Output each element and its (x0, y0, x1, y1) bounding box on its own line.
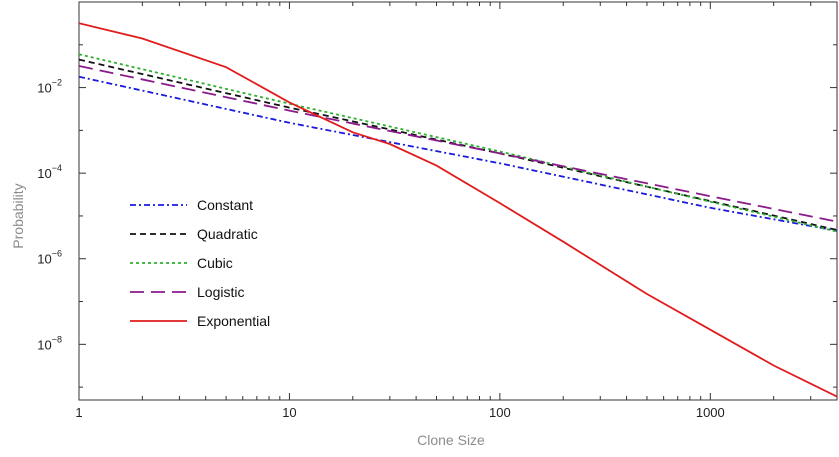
x-tick-label: 10 (282, 405, 296, 420)
y-tick-base: 10 (37, 166, 51, 181)
x-axis: 1 10 100 1000 (75, 2, 838, 420)
y-tick-label: 10−6 (37, 249, 62, 267)
y-tick-exponent: −4 (52, 163, 62, 173)
y-tick-label: 10−2 (37, 78, 62, 96)
series-line-logistic (79, 65, 837, 223)
y-axis-title: Probability (10, 183, 26, 248)
legend-label: Exponential (197, 313, 270, 329)
legend-label: Quadratic (197, 226, 258, 242)
y-tick-base: 10 (37, 252, 51, 267)
legend-label: Logistic (197, 284, 244, 300)
series-line-constant (79, 75, 837, 232)
y-tick-exponent: −2 (52, 78, 62, 88)
y-tick-base: 10 (37, 337, 51, 352)
y-tick-exponent: −6 (52, 249, 62, 259)
y-tick-label: 10−8 (37, 334, 62, 352)
plot-area (78, 1, 838, 401)
y-tick-exponent: −8 (52, 334, 62, 344)
series-line-exponential (79, 22, 837, 398)
legend: Constant Quadratic Cubic Logistic Exponentia… (130, 197, 270, 329)
series-layer (79, 22, 837, 398)
plot-frame (78, 1, 838, 401)
legend-label: Cubic (197, 255, 233, 271)
x-tick-label: 1000 (696, 405, 725, 420)
x-axis-title: Clone Size (417, 432, 485, 448)
y-tick-base: 10 (37, 81, 51, 96)
series-line-cubic (79, 53, 837, 233)
x-tick-label: 100 (489, 405, 511, 420)
y-axis: 10−210−410−610−8 (37, 1, 837, 388)
x-tick-label: 1 (75, 405, 82, 420)
y-tick-label: 10−4 (37, 163, 62, 181)
legend-label: Constant (197, 197, 253, 213)
